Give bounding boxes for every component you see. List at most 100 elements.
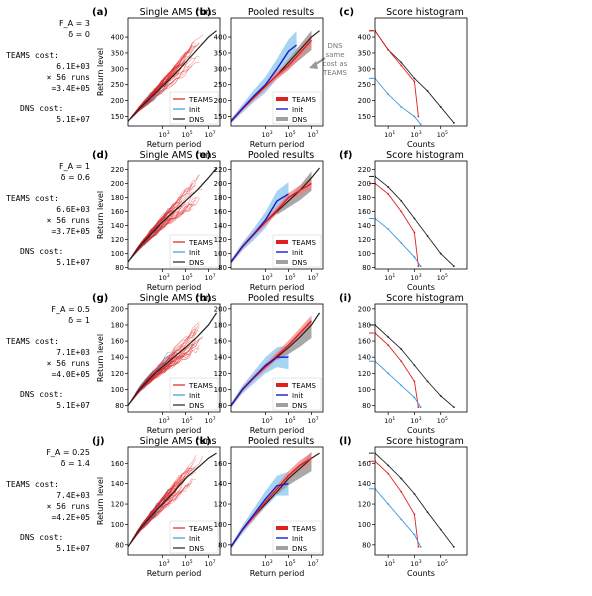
hist-point (387, 372, 390, 375)
panel-title: Pooled results (248, 293, 314, 304)
y-tick-label: 220 (111, 166, 124, 174)
legend-label: TEAMS (188, 239, 214, 247)
hist-point (387, 344, 390, 347)
x-tick-label: 105 (437, 416, 448, 425)
teams-run (130, 490, 183, 545)
hist-dns (375, 452, 455, 548)
legend: TEAMS Init DNS (169, 377, 219, 411)
cost-label: TEAMS cost: (6, 194, 59, 203)
x-tick-label: 101 (384, 130, 395, 139)
teams-run (130, 217, 172, 260)
cost-runs: × 56 runs (47, 502, 91, 511)
hist-point (419, 545, 422, 548)
x-tick-label: 107 (205, 273, 216, 282)
y-tick-label: 160 (111, 208, 124, 216)
y-tick-label: 200 (358, 180, 371, 188)
legend-label: Init (189, 392, 200, 400)
hist-init (375, 360, 422, 408)
y-tick-label: 140 (358, 222, 371, 230)
panel-title: Score histogram (386, 150, 464, 161)
teams-run (130, 66, 193, 120)
hist-point (419, 123, 422, 126)
x-tick-label: 103 (159, 416, 170, 425)
dns-cost-value: 5.1E+07 (56, 401, 90, 410)
init-run (130, 504, 160, 544)
hist-teams (375, 30, 419, 117)
hist-point (387, 472, 390, 475)
hist-point (400, 490, 403, 493)
dns-cost-value: 5.1E+07 (56, 544, 90, 553)
annotation-arrowhead (309, 61, 318, 69)
teams-run (130, 79, 176, 120)
param-delta: δ = 0.6 (61, 173, 90, 182)
y-tick-label: 180 (214, 194, 227, 202)
plot-area (128, 312, 218, 406)
y-tick-label: 160 (358, 460, 371, 468)
hist-point (400, 200, 403, 202)
y-tick-label: 80 (115, 541, 124, 549)
annotation-text: DNS (327, 42, 343, 50)
teams-run (130, 483, 190, 545)
y-tick-label: 100 (358, 521, 371, 529)
axes-frame (374, 17, 468, 127)
plot-area (375, 175, 455, 268)
panel-title: Single AMS runs (140, 436, 217, 447)
teams-run (130, 203, 193, 260)
hist-point (387, 503, 390, 505)
teams-run (130, 44, 193, 119)
teams-run (130, 329, 197, 403)
teams-run (130, 205, 189, 260)
dns-cost-label: DNS cost: (20, 104, 63, 113)
panel-letter: (l) (339, 436, 352, 447)
panel-k: (k) Pooled results TEAMS Init DNS 80 100 120 140… (195, 436, 324, 578)
panel-title: Single AMS runs (140, 293, 217, 304)
legend: TEAMS Init DNS (272, 234, 322, 268)
hist-point (400, 210, 403, 213)
hist-point (400, 477, 403, 480)
y-tick-label: 150 (214, 113, 227, 121)
x-axis-label: Counts (407, 283, 435, 292)
legend-label: Init (292, 535, 303, 543)
param-delta: δ = 1 (68, 316, 90, 325)
x-tick-label: 103 (262, 130, 273, 139)
teams-run (130, 489, 179, 544)
legend-label: TEAMS (291, 525, 317, 533)
cost-label: TEAMS cost: (6, 51, 59, 60)
y-tick-label: 140 (358, 480, 371, 488)
x-tick-label: 105 (182, 130, 193, 139)
y-tick-label: 160 (358, 338, 371, 346)
annotation-text: TEAMS (322, 69, 348, 77)
y-tick-label: 160 (214, 338, 227, 346)
y-tick-label: 200 (214, 180, 227, 188)
cost-value: 7.1E+03 (56, 348, 90, 357)
axes-frame (374, 446, 468, 556)
x-axis-label: Return period (250, 140, 305, 149)
y-tick-label: 100 (214, 386, 227, 394)
axes-frame (374, 303, 468, 413)
y-tick-label: 220 (214, 166, 227, 174)
param-fa: F_A = 0.25 (46, 448, 90, 457)
y-tick-label: 120 (358, 370, 371, 378)
annotation-text: cost as (323, 60, 348, 68)
teams-run (130, 197, 200, 260)
x-tick-label: 103 (410, 416, 421, 425)
teams-run (130, 204, 196, 260)
x-tick-label: 103 (262, 559, 273, 568)
teams-run (130, 350, 190, 403)
teams-run (130, 344, 200, 404)
teams-run (130, 475, 183, 544)
x-axis-label: Return period (250, 283, 305, 292)
x-tick-label: 107 (308, 273, 319, 282)
hist-point (400, 348, 403, 351)
y-tick-label: 160 (214, 460, 227, 468)
teams-run (130, 336, 203, 403)
legend-label: DNS (292, 116, 308, 124)
y-tick-label: 100 (358, 250, 371, 258)
hist-point (419, 265, 422, 268)
row-1: F_A = 3 δ = 0 TEAMS cost: 6.1E+03 × 56 runs =… (6, 7, 468, 149)
teams-run (130, 61, 179, 119)
dns-line (128, 167, 218, 263)
hist-point (387, 228, 390, 230)
teams-run (130, 361, 176, 403)
panel-letter: (d) (92, 150, 108, 161)
